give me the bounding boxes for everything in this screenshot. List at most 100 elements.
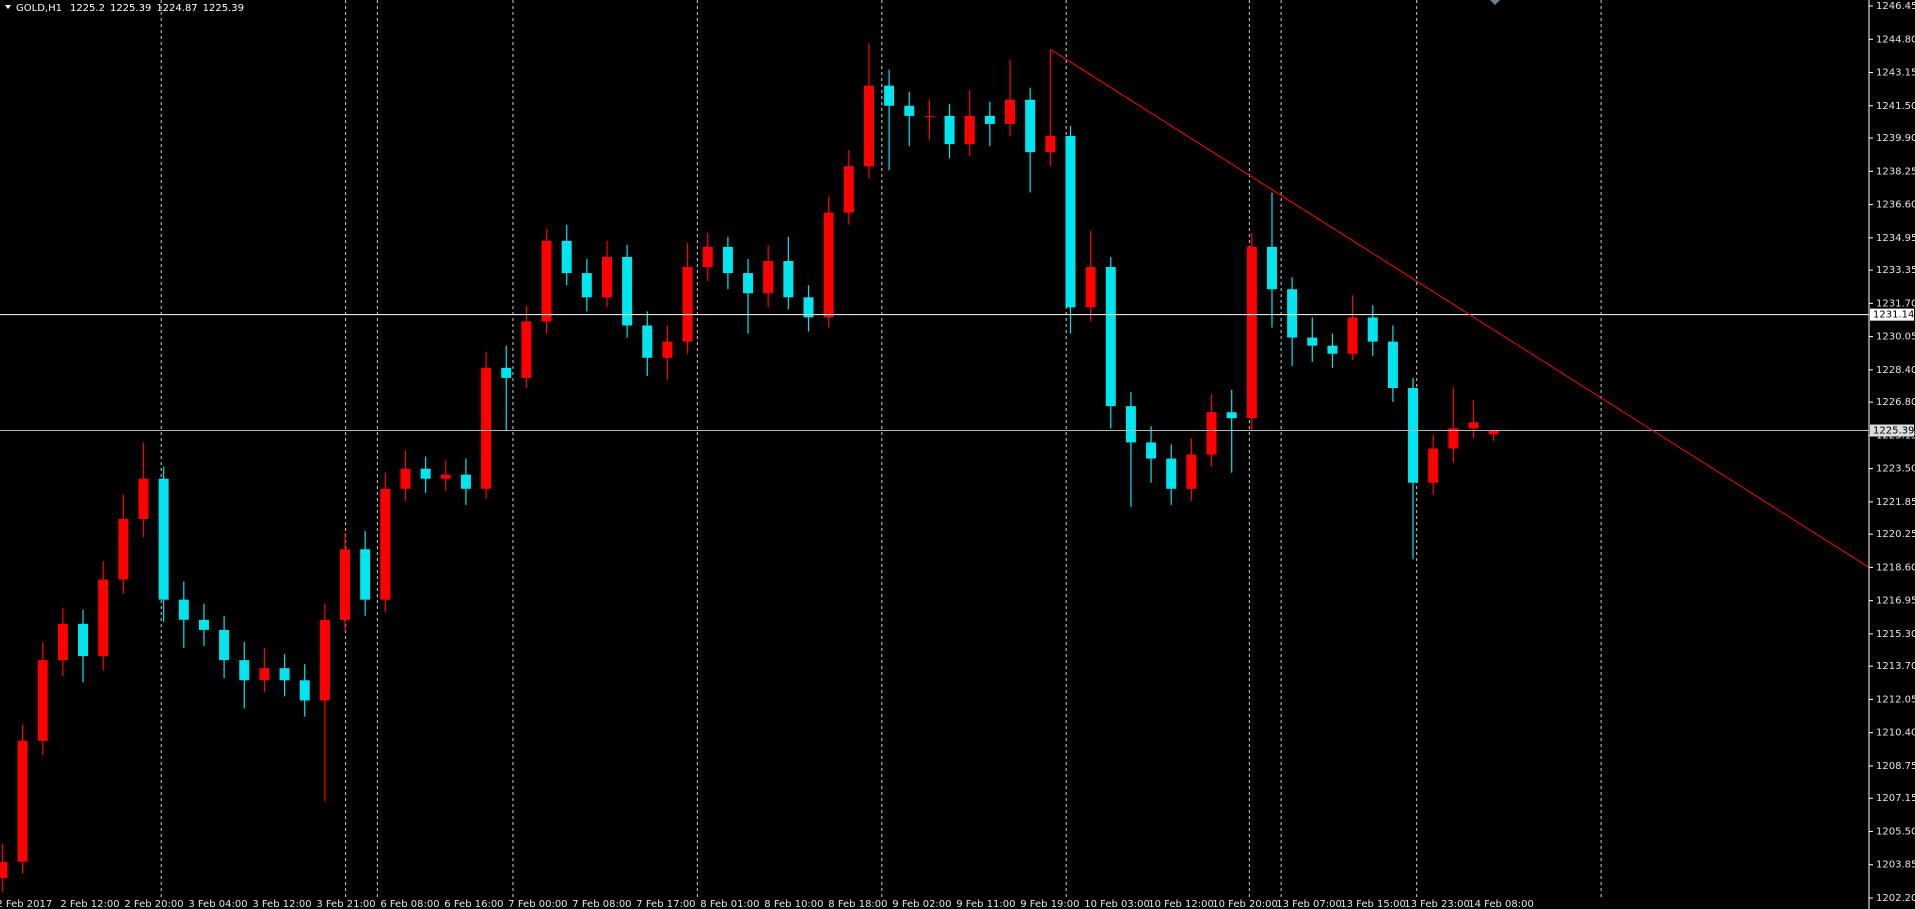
candle-body — [420, 468, 431, 479]
trendline — [1050, 48, 1870, 568]
candle-body — [944, 115, 955, 145]
candle-body — [138, 478, 149, 520]
candle-body — [1307, 337, 1318, 346]
x-tick-label: 13 Feb 23:00 — [1404, 899, 1470, 909]
ohlc-low: 1224.87 — [156, 3, 197, 14]
header: GOLD,H1 1225.2 1225.39 1224.87 1225.39 — [16, 3, 244, 14]
candle-body — [340, 549, 351, 620]
candle-body — [1327, 345, 1338, 354]
candle-body — [783, 261, 794, 298]
candle-body — [1025, 99, 1036, 153]
candle-body — [440, 474, 451, 479]
x-tick-label: 13 Feb 15:00 — [1340, 899, 1406, 909]
candle-body — [601, 256, 612, 298]
y-tick-label: 1239.90 — [1876, 133, 1915, 144]
candles — [0, 43, 1870, 892]
candle-body — [279, 668, 290, 681]
candle-body — [0, 861, 8, 878]
candle-body — [904, 105, 915, 116]
candle-body — [743, 273, 754, 294]
candle-body — [1186, 454, 1197, 489]
candle-body — [642, 325, 653, 358]
candle-body — [843, 166, 854, 213]
candle-body — [1125, 406, 1136, 443]
x-tick-label: 7 Feb 17:00 — [636, 899, 695, 909]
x-tick-label: 10 Feb 03:00 — [1084, 899, 1150, 909]
y-tick-label: 1203.85 — [1876, 860, 1915, 871]
y-tick-label: 1233.35 — [1876, 265, 1915, 276]
x-tick-label: 9 Feb 11:00 — [956, 899, 1015, 909]
y-tick-label: 1205.50 — [1876, 826, 1915, 837]
candle-body — [1146, 442, 1157, 459]
x-tick-label: 6 Feb 08:00 — [380, 899, 439, 909]
candle-body — [823, 212, 834, 318]
y-tick-label: 1244.80 — [1876, 34, 1915, 45]
x-tick-label: 14 Feb 08:00 — [1468, 899, 1534, 909]
candle-body — [1367, 317, 1378, 342]
y-tick-label: 1223.50 — [1876, 464, 1915, 475]
candle-body — [702, 246, 713, 268]
x-tick-label: 9 Feb 19:00 — [1020, 899, 1079, 909]
candle-body — [964, 115, 975, 145]
y-tick-label: 1215.30 — [1876, 629, 1915, 640]
candle-body — [460, 474, 471, 489]
candle-body — [57, 623, 68, 661]
x-tick-label: 8 Feb 10:00 — [764, 899, 823, 909]
hline-label-box — [1870, 308, 1914, 321]
candle-body — [924, 115, 935, 117]
candle-body — [682, 267, 693, 342]
menu-icon — [5, 5, 11, 9]
candle-body — [1226, 412, 1237, 419]
ohlc-open: 1225.2 — [70, 3, 105, 14]
candle-body — [1488, 430, 1499, 435]
y-tick-label: 1241.50 — [1876, 101, 1915, 112]
candle-body — [37, 660, 48, 741]
candle-body — [1105, 267, 1116, 407]
candle-body — [863, 85, 874, 167]
candle-body — [1065, 136, 1076, 308]
candle-body — [360, 549, 371, 600]
bid-label: 1225.39 — [1873, 426, 1914, 437]
y-tick-label: 1213.70 — [1876, 661, 1915, 672]
bid-label-box — [1870, 424, 1914, 437]
y-tick-label: 1228.40 — [1876, 365, 1915, 376]
candle-body — [1266, 246, 1277, 290]
candle-body — [1005, 99, 1016, 124]
candle-body — [178, 599, 189, 620]
y-tick-label: 1220.25 — [1876, 529, 1915, 540]
x-tick-label: 2 Feb 12:00 — [60, 899, 119, 909]
x-tick-label: 10 Feb 20:00 — [1212, 899, 1278, 909]
y-tick-label: 1238.25 — [1876, 166, 1915, 177]
y-tick-label: 1208.75 — [1876, 761, 1915, 772]
candle-body — [158, 478, 169, 600]
y-tick-label: 1210.40 — [1876, 728, 1915, 739]
candle-body — [481, 367, 492, 489]
x-tick-label: 3 Feb 04:00 — [188, 899, 247, 909]
y-tick-label: 1243.15 — [1876, 68, 1915, 79]
candle-body — [501, 367, 512, 378]
candle-body — [1387, 341, 1398, 388]
candle-body — [259, 668, 270, 681]
y-tick-label: 1221.85 — [1876, 497, 1915, 508]
shift-marker — [1490, 0, 1500, 5]
candle-body — [1166, 458, 1177, 489]
x-tick-label: 9 Feb 02:00 — [892, 899, 951, 909]
candle-body — [118, 519, 129, 580]
candle-body — [299, 680, 310, 701]
candle-body — [1287, 289, 1298, 338]
y-tick-label: 1246.45 — [1876, 1, 1915, 12]
x-tick-label: 3 Feb 21:00 — [316, 899, 375, 909]
y-tick-label: 1226.80 — [1876, 397, 1915, 408]
x-tick-label: 2 Feb 20:00 — [124, 899, 183, 909]
candle-body — [78, 623, 89, 657]
candle-body — [541, 240, 552, 322]
y-tick-label: 1202.20 — [1876, 893, 1915, 904]
y-tick-label: 1236.60 — [1876, 200, 1915, 211]
candle-body — [1428, 448, 1439, 483]
candle-body — [319, 619, 330, 701]
symbol: GOLD,H1 — [16, 3, 62, 14]
candle-body — [984, 115, 995, 124]
candle-body — [1448, 428, 1459, 449]
